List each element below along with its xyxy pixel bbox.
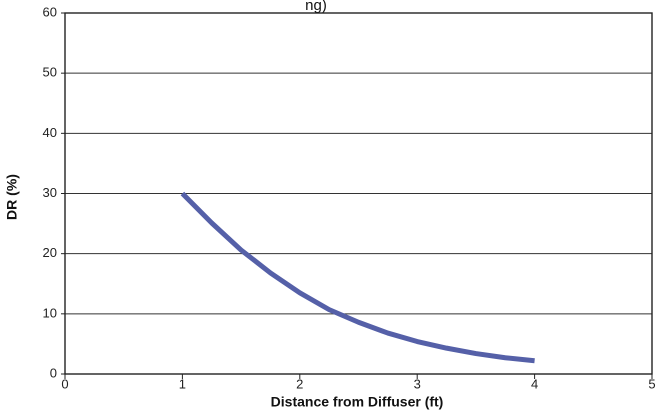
- y-tick-label-50: 50: [43, 65, 57, 80]
- x-tick-label-0: 0: [61, 376, 68, 391]
- tick-labels: 0 10 20 30 40 50 60 0 1 2 3 4 5: [43, 4, 656, 391]
- x-tick-label-1: 1: [179, 376, 186, 391]
- x-tick-label-4: 4: [531, 376, 538, 391]
- y-tick-label-60: 60: [43, 4, 57, 19]
- x-tick-label-2: 2: [296, 376, 303, 391]
- x-tick-label-3: 3: [414, 376, 421, 391]
- y-tick-label-10: 10: [43, 305, 57, 320]
- series-layer: [180, 191, 535, 364]
- y-tick-label-0: 0: [50, 365, 57, 380]
- chart-title-fragment: ng): [305, 0, 327, 14]
- y-tick-label-30: 30: [43, 185, 57, 200]
- x-axis-label: Distance from Diffuser (ft): [271, 394, 444, 410]
- y-axis-label: DR (%): [4, 174, 20, 220]
- y-tick-label-40: 40: [43, 125, 57, 140]
- axes: [61, 12, 653, 379]
- x-tick-label-5: 5: [648, 376, 655, 391]
- gridlines: [65, 72, 652, 315]
- y-tick-label-20: 20: [43, 245, 57, 260]
- series-line-0: [180, 191, 535, 364]
